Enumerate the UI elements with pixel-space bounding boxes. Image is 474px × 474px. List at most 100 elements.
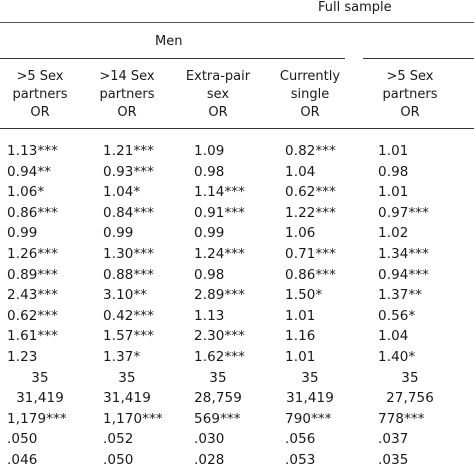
table-cell: 31,419 <box>286 390 334 407</box>
table-cell: 35 <box>209 369 227 386</box>
table-row: .050 .052 .030 .056 .037 <box>0 430 474 448</box>
table-row: 0.99 0.99 0.99 1.06 1.02 <box>0 224 474 242</box>
table-cell: .035 <box>378 452 409 468</box>
table-row: 0.62*** 0.42*** 1.13 1.01 0.56* <box>0 307 474 325</box>
table-cell: 0.99 <box>103 225 134 242</box>
table-cell: 1.37* <box>103 349 141 365</box>
table-cell: 0.88*** <box>103 266 155 283</box>
column-header-line: >5 Sex <box>386 69 434 84</box>
table-cell: 1.21*** <box>103 143 155 159</box>
table-cell: .028 <box>194 452 225 468</box>
table-row: 31,419 31,419 28,759 31,419 27,756 <box>0 389 474 407</box>
table-row: 0.89*** 0.88*** 0.98 0.86*** 0.94*** <box>0 266 474 284</box>
table-cell: 0.99 <box>7 225 38 242</box>
table-cell: 0.62*** <box>7 307 59 324</box>
column-header-line: sex <box>206 87 230 102</box>
table-cell: 1,170*** <box>103 410 163 427</box>
table-cell: 2.89*** <box>194 287 246 304</box>
table-cell: 1.04 <box>378 328 409 345</box>
table-cell: 0.86*** <box>7 204 59 221</box>
table-cell: 28,759 <box>194 390 242 407</box>
rule-header-bottom <box>0 128 474 129</box>
table-cell: .050 <box>103 452 134 468</box>
table-cell: .037 <box>378 431 409 448</box>
table-cell: 0.94** <box>7 163 52 180</box>
column-header-line: OR <box>300 105 320 120</box>
table-cell: 0.62*** <box>285 184 337 201</box>
table-cell: 31,419 <box>103 390 151 407</box>
table-cell: 0.98 <box>194 163 225 180</box>
table-cell: 0.56* <box>378 307 416 324</box>
table-cell: 790*** <box>285 410 332 427</box>
table-row: 1.06* 1.04* 1.14*** 0.62*** 1.01 <box>0 183 474 201</box>
column-header-line: Extra-pair <box>185 69 251 84</box>
column-header-line: >5 Sex <box>16 69 64 84</box>
table-cell: 2.30*** <box>194 328 246 345</box>
table-cell: 1.01 <box>285 349 316 365</box>
table-cell: 35 <box>31 369 49 386</box>
table-cell: 1.50* <box>285 287 323 304</box>
column-header-line: single <box>290 87 330 102</box>
table-row: 2.43*** 3.10** 2.89*** 1.50* 1.37** <box>0 286 474 304</box>
table-cell: .053 <box>285 452 316 468</box>
column-header-line: >14 Sex <box>99 69 155 84</box>
table-cell: .050 <box>7 431 38 448</box>
table-cell: .046 <box>7 452 38 468</box>
column-header-line: OR <box>400 105 420 120</box>
table-cell: 1.62*** <box>194 349 246 365</box>
table-row: 1.13*** 1.21*** 1.09 0.82*** 1.01 <box>0 142 474 160</box>
rule-men <box>0 58 345 59</box>
table-cell: 1.04* <box>103 184 141 201</box>
column-header-5: >5 Sex partners OR <box>364 68 456 122</box>
table-cell: 0.98 <box>194 266 225 283</box>
table-cell: .030 <box>194 431 225 448</box>
table-row: 0.94** 0.93*** 0.98 1.04 0.98 <box>0 163 474 181</box>
table-cell: 1.37** <box>378 287 423 304</box>
column-header-line: OR <box>208 105 228 120</box>
table-cell: 35 <box>301 369 319 386</box>
column-header-2: >14 Sex partners OR <box>81 68 173 122</box>
column-header-line: partners <box>99 87 155 102</box>
table-row: 35 35 35 35 35 <box>0 369 474 387</box>
table-cell: 0.97*** <box>378 204 430 221</box>
table-cell: 1.01 <box>285 307 316 324</box>
table-cell: 1.30*** <box>103 246 155 262</box>
table-cell: 2.43*** <box>7 287 59 304</box>
column-header-1: >5 Sex partners OR <box>0 68 85 122</box>
table-cell: 31,419 <box>16 390 64 407</box>
table-cell: 35 <box>118 369 136 386</box>
table-cell: 0.93*** <box>103 163 155 180</box>
column-header-line: OR <box>30 105 50 120</box>
table-cell: .052 <box>103 431 134 448</box>
table-cell: 27,756 <box>386 390 434 407</box>
table-cell: 1.57*** <box>103 328 155 345</box>
table-cell: 3.10** <box>103 287 148 304</box>
table-cell: 1.02 <box>378 225 409 242</box>
table-cell: 0.98 <box>378 163 409 180</box>
table-cell: 778*** <box>378 410 425 427</box>
table-cell: 0.94*** <box>378 266 430 283</box>
table-cell: 1.13*** <box>7 143 59 159</box>
table-row: 1.26*** 1.30*** 1.24*** 0.71*** 1.34*** <box>0 245 474 263</box>
table-cell: 1.22*** <box>285 204 337 221</box>
table-cell: 0.71*** <box>285 246 337 262</box>
table-cell: 0.42*** <box>103 307 155 324</box>
table-cell: 0.84*** <box>103 204 155 221</box>
column-header-line: Currently <box>279 69 341 84</box>
table-cell: 1.40* <box>378 349 416 365</box>
table-row: 1.23 1.37* 1.62*** 1.01 1.40* <box>0 348 474 366</box>
table-cell: 0.86*** <box>285 266 337 283</box>
rule-women <box>363 58 474 59</box>
table-cell: 1.06* <box>7 184 45 201</box>
men-header: Men <box>155 34 183 49</box>
table-cell: 1.01 <box>378 143 409 159</box>
table-cell: 1.26*** <box>7 246 59 262</box>
column-header-line: partners <box>12 87 68 102</box>
table-cell: 0.99 <box>194 225 225 242</box>
table-cell: 1,179*** <box>7 410 67 427</box>
table-cell: 0.91*** <box>194 204 246 221</box>
column-header-4: Currently single OR <box>264 68 356 122</box>
table-cell: 1.61*** <box>7 328 59 345</box>
table-cell: 1.14*** <box>194 184 246 201</box>
table-cell: 1.16 <box>285 328 316 345</box>
